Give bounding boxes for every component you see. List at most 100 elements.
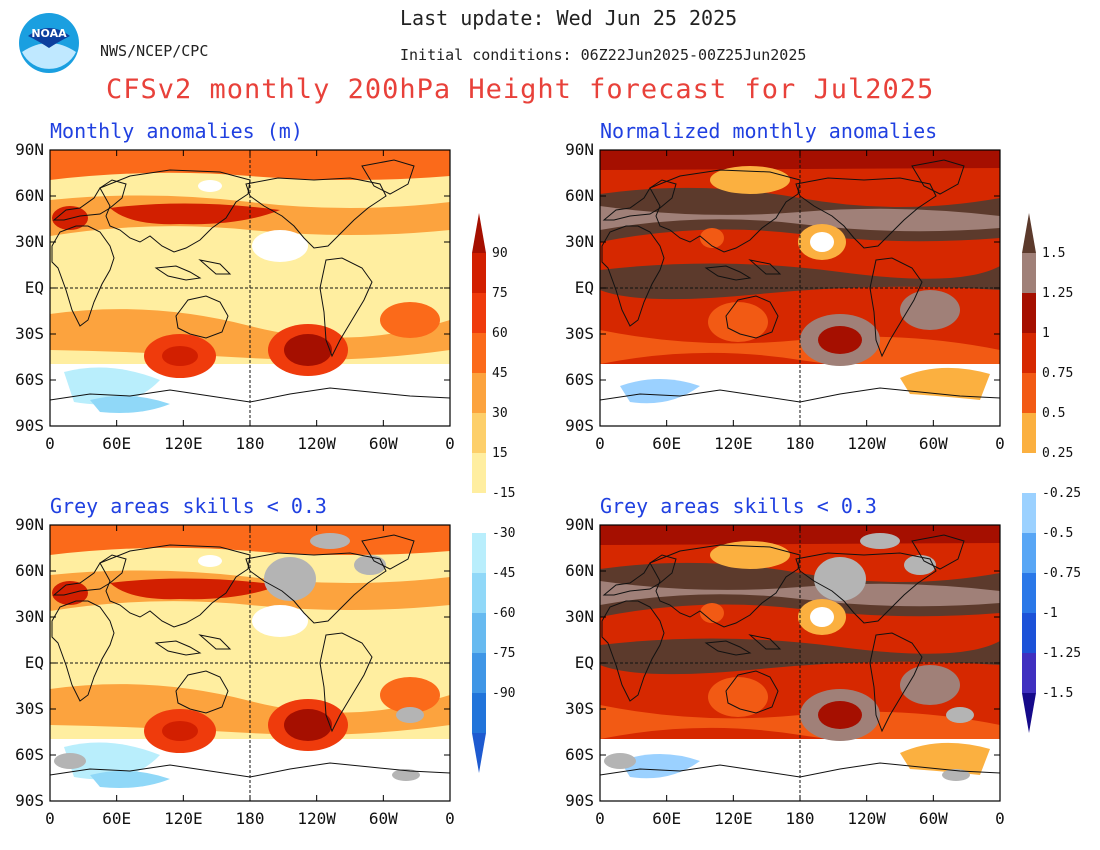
anomaly-maximum (252, 230, 308, 262)
lat-label: 60S (565, 370, 594, 389)
lat-label: 90S (15, 791, 44, 810)
lon-label: 60W (368, 809, 398, 828)
anomaly-contour (90, 770, 170, 788)
colorbar-block (472, 613, 486, 653)
colorbar-block (472, 253, 486, 293)
colorbar-label: 75 (492, 286, 508, 301)
colorbar-block (1022, 293, 1036, 333)
lon-label: 120E (714, 809, 753, 828)
lat-label: 60S (15, 370, 44, 389)
lat-label: 30S (15, 699, 44, 718)
lat-label: 90S (565, 416, 594, 435)
colorbar-block (472, 573, 486, 613)
anomaly-maximum (708, 302, 768, 342)
low-skill-area (354, 555, 386, 575)
coastline (704, 265, 752, 281)
colorbar-block (472, 453, 486, 493)
panel-title-top-left: Monthly anomalies (m) (50, 119, 303, 143)
colorbar-label: 30 (492, 406, 508, 421)
lat-label: 90N (15, 140, 44, 159)
lat-label: 60N (15, 561, 44, 580)
coastline (175, 295, 229, 339)
lon-label: 0 (995, 434, 1005, 453)
lat-label: EQ (24, 653, 44, 672)
anomaly-contour (600, 206, 1000, 232)
lat-label: EQ (24, 278, 44, 297)
colorbar-label: -90 (492, 686, 515, 701)
lon-label: 120E (164, 434, 203, 453)
low-skill-area (396, 707, 424, 723)
lat-label: 60N (565, 561, 594, 580)
colorbar-block (472, 333, 486, 373)
agency-label: NWS/NCEP/CPC (100, 42, 209, 60)
anomaly-contour (90, 395, 170, 413)
coastline (198, 634, 232, 650)
coastline (602, 179, 677, 221)
panel-title-bottom-left: Grey areas skills < 0.3 (50, 494, 327, 518)
colorbar-label: -0.25 (1042, 486, 1081, 501)
colorbar-block (1022, 653, 1036, 693)
anomaly-contour (110, 578, 280, 600)
lat-label: 30S (565, 324, 594, 343)
lon-label: 120W (847, 434, 886, 453)
colorbar-label: 1.5 (1042, 246, 1065, 261)
low-skill-area (904, 555, 936, 575)
anomaly-maximum (700, 603, 724, 623)
lon-label: 0 (45, 809, 55, 828)
lat-label: 90N (15, 515, 44, 534)
coastline (245, 177, 387, 249)
colorbar-label: -30 (492, 526, 515, 541)
colorbar-label: 90 (492, 246, 508, 261)
anomaly-maximum (198, 180, 222, 192)
colorbar-block (1022, 573, 1036, 613)
coastline (748, 259, 782, 275)
coastline (319, 632, 373, 733)
low-skill-area (604, 753, 636, 769)
colorbar-block (1022, 413, 1036, 453)
low-skill-area (310, 533, 350, 549)
anomaly-maximum (700, 228, 724, 248)
coastline (154, 640, 202, 656)
coastline (52, 179, 127, 221)
lon-label: 60W (918, 434, 948, 453)
low-skill-area (264, 557, 316, 601)
lat-label: 60S (565, 745, 594, 764)
last-update: Last update: Wed Jun 25 2025 (400, 6, 738, 30)
lon-label: 0 (995, 809, 1005, 828)
coastline (869, 632, 923, 733)
anomaly-maximum (252, 605, 308, 637)
colorbar-bottom-arrow (472, 733, 486, 773)
map-panel-normalized (599, 149, 1001, 427)
colorbar-label: 60 (492, 326, 508, 341)
colorbar-bottom-arrow (1022, 693, 1036, 733)
lon-label: 60E (102, 809, 132, 828)
coastline (361, 159, 415, 195)
map-panel-anomalies-skill (49, 524, 451, 802)
logo-text: NOAA (31, 27, 67, 40)
lon-label: 180 (785, 434, 815, 453)
colorbar-label: -1 (1042, 606, 1058, 621)
low-skill-area (942, 769, 970, 781)
colorbar-label: -75 (492, 646, 515, 661)
panel-title-bottom-right: Grey areas skills < 0.3 (600, 494, 877, 518)
coastline (911, 159, 965, 195)
coastline (198, 259, 232, 275)
colorbar-block (1022, 613, 1036, 653)
anomaly-maximum (380, 677, 440, 713)
anomaly-maximum (284, 334, 332, 366)
anomaly-maximum (162, 346, 198, 366)
coastline (99, 544, 251, 628)
lat-label: 30N (15, 607, 44, 626)
coastline (649, 544, 801, 628)
noaa-logo: NOAA (18, 12, 80, 74)
lat-label: EQ (574, 278, 594, 297)
coastline (649, 169, 801, 253)
lat-label: 30S (15, 324, 44, 343)
lon-label: 120E (164, 809, 203, 828)
lon-label: 60E (652, 434, 682, 453)
anomaly-maximum (710, 541, 790, 569)
page-title: CFSv2 monthly 200hPa Height forecast for… (106, 74, 935, 105)
coastline (795, 552, 937, 624)
lat-label: 90S (565, 791, 594, 810)
coastline (245, 552, 387, 624)
